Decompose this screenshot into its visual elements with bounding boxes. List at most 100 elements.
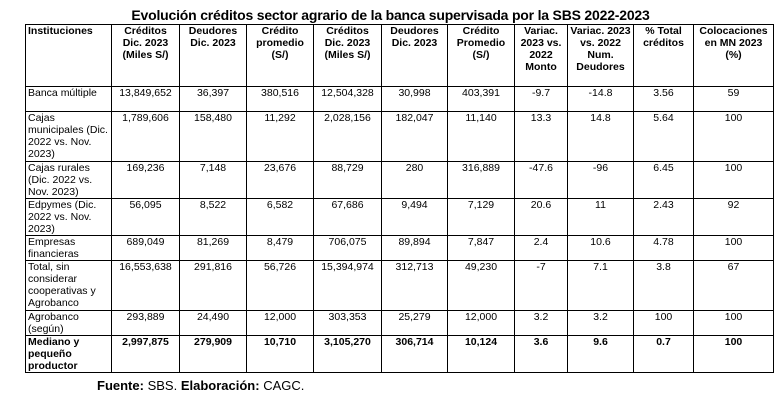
- table-cell: 10.6: [567, 235, 634, 261]
- table-cell: 2,997,875: [111, 335, 180, 373]
- table-cell: 56,095: [111, 198, 180, 236]
- table-cell: 9,494: [381, 198, 448, 236]
- table-cell: 2.4: [514, 235, 568, 261]
- table-cell: 14.8: [567, 111, 634, 162]
- table-row: Cajas municipales (Dic. 2022 vs. Nov. 20…: [25, 111, 774, 162]
- table-cell: 49,230: [447, 260, 515, 311]
- source-label: Fuente:: [97, 378, 144, 393]
- table-cell: 100: [633, 310, 694, 336]
- table-cell: 403,391: [447, 86, 515, 112]
- table-cell: 380,516: [246, 86, 314, 112]
- table-cell: 12,504,328: [313, 86, 382, 112]
- table-cell: 7,148: [179, 161, 247, 199]
- table-cell: 2.43: [633, 198, 694, 236]
- table-cell: 11,292: [246, 111, 314, 162]
- table-cell: 100: [693, 111, 774, 162]
- header-credito-promedio-b: Crédito Promedio (S/): [447, 24, 515, 87]
- institution-cell: Mediano y pequeño productor: [25, 335, 112, 373]
- institution-cell: Agrobanco (según): [25, 310, 112, 336]
- table-cell: 291,816: [179, 260, 247, 311]
- table-row: Agrobanco (según) 293,889 24,490 12,000 …: [25, 310, 774, 336]
- table-cell: 312,713: [381, 260, 448, 311]
- table-cell: -47.6: [514, 161, 568, 199]
- table-cell: 689,049: [111, 235, 180, 261]
- table-cell: 89,894: [381, 235, 448, 261]
- table-cell: 3.2: [514, 310, 568, 336]
- header-variac-monto: Variac. 2023 vs. 2022 Monto: [514, 24, 568, 87]
- table-cell: 67,686: [313, 198, 382, 236]
- table-cell: 13.3: [514, 111, 568, 162]
- table-cell: 3.56: [633, 86, 694, 112]
- source-note: Fuente: SBS. Elaboración: CAGC.: [97, 378, 304, 394]
- header-total-creditos: % Total créditos: [633, 24, 694, 87]
- table-cell: 11,140: [447, 111, 515, 162]
- table-cell: 56,726: [246, 260, 314, 311]
- table-cell: 9.6: [567, 335, 634, 373]
- table-cell: 10,124: [447, 335, 515, 373]
- table-cell: -96: [567, 161, 634, 199]
- table-cell: 316,889: [447, 161, 515, 199]
- table-cell: 303,353: [313, 310, 382, 336]
- table-cell: 16,553,638: [111, 260, 180, 311]
- table-cell: 12,000: [246, 310, 314, 336]
- table-cell: 25,279: [381, 310, 448, 336]
- table-cell: 6,582: [246, 198, 314, 236]
- table-cell: 92: [693, 198, 774, 236]
- institution-cell: Empresas financieras: [25, 235, 112, 261]
- institution-cell: Cajas municipales (Dic. 2022 vs. Nov. 20…: [25, 111, 112, 162]
- table-cell: 100: [693, 310, 774, 336]
- table-cell: 706,075: [313, 235, 382, 261]
- table-cell: 279,909: [179, 335, 247, 373]
- table-cell: 59: [693, 86, 774, 112]
- header-creditos-2023: Créditos Dic. 2023 (Miles S/): [111, 24, 180, 87]
- table-cell: 169,236: [111, 161, 180, 199]
- table-cell: 293,889: [111, 310, 180, 336]
- header-instituciones: Instituciones: [25, 24, 112, 87]
- table-cell: -7: [514, 260, 568, 311]
- table-title: Evolución créditos sector agrario de la …: [131, 7, 650, 23]
- table-cell: 67: [693, 260, 774, 311]
- table-cell: 100: [693, 335, 774, 373]
- table-cell: 30,998: [381, 86, 448, 112]
- credit-table: Instituciones Créditos Dic. 2023 (Miles …: [25, 24, 774, 373]
- header-deudores-2023-b: Deudores Dic. 2023: [381, 24, 448, 87]
- table-cell: -14.8: [567, 86, 634, 112]
- table-cell: 6.45: [633, 161, 694, 199]
- elaboration-text: CAGC.: [263, 378, 305, 393]
- source-text: SBS.: [147, 378, 178, 393]
- table-cell: 10,710: [246, 335, 314, 373]
- table-cell: 7,129: [447, 198, 515, 236]
- table-cell: 3.6: [514, 335, 568, 373]
- table-cell: -9.7: [514, 86, 568, 112]
- table-row: Banca múltiple 13,849,652 36,397 380,516…: [25, 86, 774, 112]
- table-cell: 11: [567, 198, 634, 236]
- table-cell: 280: [381, 161, 448, 199]
- table-row: Mediano y pequeño productor 2,997,875 27…: [25, 335, 774, 373]
- table-cell: 3,105,270: [313, 335, 382, 373]
- table-cell: 15,394,974: [313, 260, 382, 311]
- table-cell: 20.6: [514, 198, 568, 236]
- table-cell: 182,047: [381, 111, 448, 162]
- table-cell: 8,522: [179, 198, 247, 236]
- table-cell: 5.64: [633, 111, 694, 162]
- header-colocaciones-mn: Colocaciones en MN 2023 (%): [693, 24, 774, 87]
- table-cell: 24,490: [179, 310, 247, 336]
- table-cell: 1,789,606: [111, 111, 180, 162]
- table-row: Cajas rurales (Dic. 2022 vs. Nov. 2023) …: [25, 161, 774, 199]
- table-row: Total, sin considerar cooperativas y Agr…: [25, 260, 774, 311]
- header-variac-deudores: Variac. 2023 vs. 2022 Num. Deudores: [567, 24, 634, 87]
- table-cell: 12,000: [447, 310, 515, 336]
- institution-cell: Total, sin considerar cooperativas y Agr…: [25, 260, 112, 311]
- table-cell: 13,849,652: [111, 86, 180, 112]
- table-cell: 0.7: [633, 335, 694, 373]
- table-cell: 36,397: [179, 86, 247, 112]
- table-cell: 100: [693, 161, 774, 199]
- table-cell: 3.8: [633, 260, 694, 311]
- table-cell: 81,269: [179, 235, 247, 261]
- table-cell: 7.1: [567, 260, 634, 311]
- institution-cell: Cajas rurales (Dic. 2022 vs. Nov. 2023): [25, 161, 112, 199]
- table-cell: 100: [693, 235, 774, 261]
- table-cell: 23,676: [246, 161, 314, 199]
- table-row: Empresas financieras 689,049 81,269 8,47…: [25, 235, 774, 261]
- table-cell: 306,714: [381, 335, 448, 373]
